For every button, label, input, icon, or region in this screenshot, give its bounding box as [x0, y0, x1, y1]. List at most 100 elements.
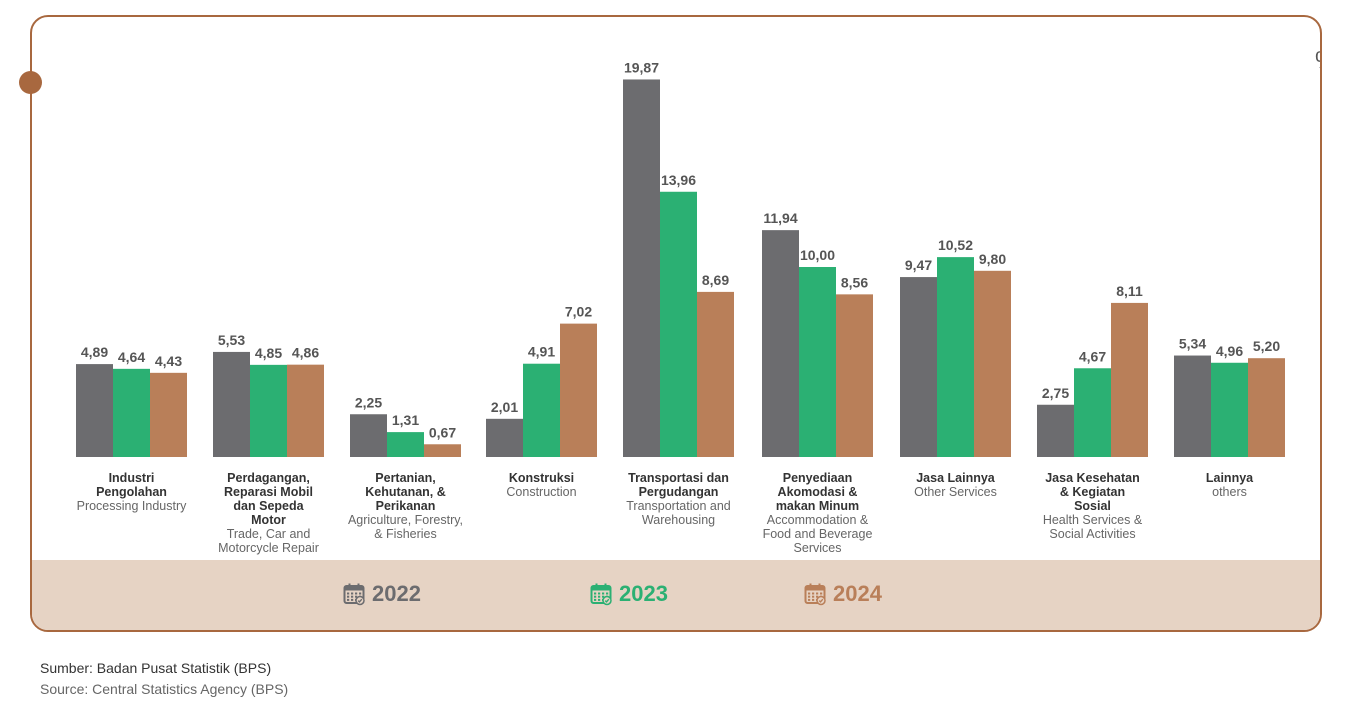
value-label: 2,75 [1042, 385, 1069, 401]
category-label: Motor [251, 513, 286, 527]
bar-2023 [937, 257, 974, 457]
value-label: 4,96 [1216, 343, 1243, 359]
category-sublabel: Trade, Car and [227, 527, 311, 541]
decorative-dot [19, 71, 42, 94]
value-label: 4,64 [118, 349, 145, 365]
value-label: 9,47 [905, 257, 932, 273]
calendar-icon [590, 583, 612, 606]
category-sublabel: & Fisheries [374, 527, 437, 541]
unit-label: % [1315, 47, 1320, 75]
category-label: Pertanian, [375, 471, 435, 485]
category-label: Industri [109, 471, 155, 485]
bar-2024 [287, 364, 324, 457]
value-label: 10,52 [938, 237, 973, 253]
category-label: Sosial [1074, 499, 1111, 513]
legend-label-2024: 2024 [833, 581, 882, 606]
category-label: dan Sepeda [233, 499, 304, 513]
category-label: Akomodasi & [778, 485, 858, 499]
category-sublabel: Accommodation & [767, 513, 869, 527]
value-label: 1,31 [392, 412, 419, 428]
legend-item-2024: 2024 [803, 581, 882, 607]
category-sublabel: Processing Industry [77, 499, 188, 513]
value-label: 0,67 [429, 424, 456, 440]
legend: 2022 2023 2024 [32, 560, 1320, 630]
value-label: 2,01 [491, 399, 518, 415]
bar-2022 [213, 351, 250, 457]
bar-2022 [486, 418, 523, 457]
value-label: 4,85 [255, 345, 282, 361]
value-label: 13,96 [661, 172, 696, 188]
value-label: 8,69 [702, 272, 729, 288]
source-line-id: Sumber: Badan Pusat Statistik (BPS) [40, 660, 272, 676]
category-sublabel: Motorcycle Repair [218, 541, 319, 555]
category-label: Reparasi Mobil [224, 485, 313, 499]
value-label: 5,53 [218, 332, 245, 348]
value-label: 7,02 [565, 304, 592, 320]
bar-chart: 4,89 4,64 4,43 IndustriPengolahanProcessing… [76, 59, 1285, 555]
bar-2023 [1074, 368, 1111, 457]
category-sublabel: Services [794, 541, 842, 555]
bar-2024 [560, 323, 597, 457]
value-label: 8,56 [841, 274, 868, 290]
calendar-icon [804, 583, 826, 606]
category-label: Kehutanan, & [365, 485, 446, 499]
bar-2022 [1174, 355, 1211, 457]
category-sublabel: Social Activities [1049, 527, 1135, 541]
legend-label-2022: 2022 [372, 581, 421, 606]
bar-2022 [350, 414, 387, 457]
bar-2024 [836, 294, 873, 457]
category-sublabel: Agriculture, Forestry, [348, 513, 463, 527]
bar-2023 [523, 363, 560, 457]
bar-2024 [1248, 358, 1285, 457]
value-label: 11,94 [763, 210, 797, 226]
category-sublabel: Other Services [914, 485, 997, 499]
value-label: 19,87 [624, 59, 659, 75]
category-label: Konstruksi [509, 471, 574, 485]
category-label: Perdagangan, [227, 471, 310, 485]
bar-2023 [799, 267, 836, 457]
value-label: 4,89 [81, 344, 108, 360]
category-label: Penyediaan [783, 471, 852, 485]
bar-2022 [76, 364, 113, 457]
value-label: 4,91 [528, 344, 555, 360]
bar-2024 [424, 444, 461, 457]
value-label: 5,34 [1179, 336, 1206, 352]
bar-2024 [697, 291, 734, 457]
category-label: Perikanan [376, 499, 436, 513]
bar-2023 [387, 432, 424, 457]
value-label: 4,86 [292, 345, 319, 361]
value-label: 5,20 [1253, 338, 1280, 354]
category-label: & Kegiatan [1060, 485, 1125, 499]
category-sublabel: others [1212, 485, 1247, 499]
category-label: Lainnya [1206, 471, 1254, 485]
bar-2022 [900, 277, 937, 457]
category-label: Pergudangan [639, 485, 719, 499]
legend-item-2023: 2023 [589, 581, 668, 607]
category-label: Transportasi dan [628, 471, 729, 485]
category-label: Pengolahan [96, 485, 167, 499]
value-label: 9,80 [979, 251, 1006, 267]
legend-item-2022: 2022 [342, 581, 421, 607]
bar-2023 [1211, 362, 1248, 457]
category-sublabel: Transportation and [626, 499, 731, 513]
bar-2024 [974, 270, 1011, 457]
category-label: makan Minum [776, 499, 859, 513]
bar-2024 [150, 372, 187, 457]
category-sublabel: Warehousing [642, 513, 715, 527]
legend-label-2023: 2023 [619, 581, 668, 606]
bar-2024 [1111, 302, 1148, 457]
chart-frame: 4,89 4,64 4,43 Industri Pengolahan Processing… [30, 15, 1322, 632]
category-label: Jasa Kesehatan [1045, 471, 1140, 485]
value-label: 8,11 [1116, 283, 1143, 299]
bar-2023 [113, 368, 150, 457]
value-label: 2,25 [355, 394, 382, 410]
calendar-icon [343, 583, 365, 606]
value-label: 10,00 [800, 247, 835, 263]
source-line-en: Source: Central Statistics Agency (BPS) [40, 681, 289, 697]
category-sublabel: Food and Beverage [763, 527, 873, 541]
bar-2022 [762, 230, 799, 457]
category-sublabel: Health Services & [1043, 513, 1143, 527]
bar-2022 [1037, 404, 1074, 457]
bar-2022 [623, 79, 660, 457]
bar-2023 [660, 191, 697, 457]
